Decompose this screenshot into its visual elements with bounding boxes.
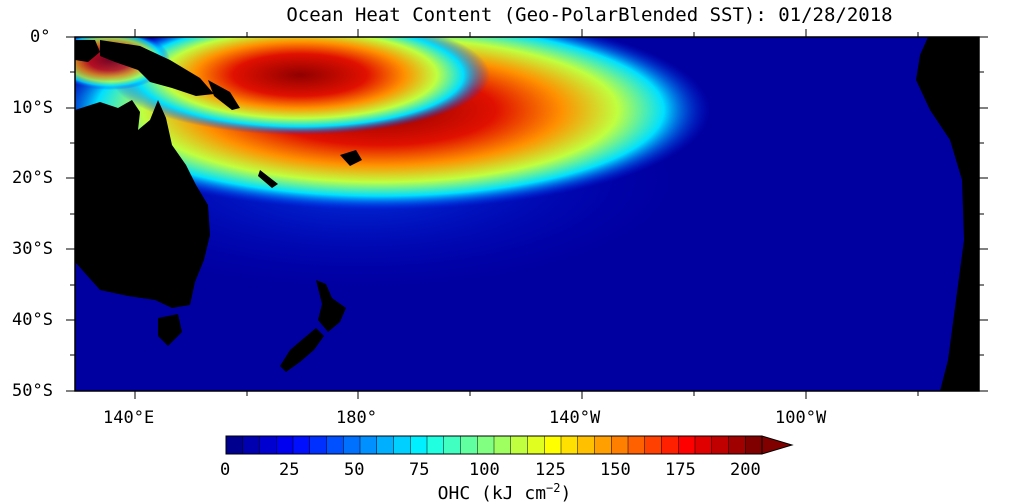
colorbar-swatch xyxy=(226,436,244,454)
colorbar-swatch xyxy=(460,436,478,454)
colorbar-swatch xyxy=(427,436,445,454)
colorbar-swatch xyxy=(611,436,629,454)
new-zealand-north-land xyxy=(316,280,346,332)
lon-label-100w: 100°W xyxy=(775,408,827,428)
colorbar-tick-50: 50 xyxy=(344,460,365,480)
lon-ticks xyxy=(134,29,919,399)
colorbar-swatch xyxy=(628,436,646,454)
lat-label-0: 0° xyxy=(30,27,51,47)
colorbar-tick-75: 75 xyxy=(409,460,430,480)
colorbar-swatch xyxy=(309,436,327,454)
colorbar-swatch xyxy=(326,436,344,454)
lat-label-40s: 40°S xyxy=(12,310,53,330)
colorbar-swatch xyxy=(293,436,311,454)
colorbar-swatch xyxy=(276,436,294,454)
lon-label-180: 180° xyxy=(336,408,377,428)
colorbar-swatch xyxy=(594,436,612,454)
ocean-heat-anomaly-core xyxy=(110,37,490,135)
lat-ticks xyxy=(66,36,988,392)
australia-land xyxy=(75,100,210,308)
fiji-land xyxy=(340,150,362,166)
colorbar-swatch xyxy=(510,436,528,454)
new-caledonia-land xyxy=(258,170,278,188)
colorbar-swatch xyxy=(494,436,512,454)
colorbar-swatch xyxy=(443,436,461,454)
colorbar-swatch xyxy=(577,436,595,454)
new-zealand-south-land xyxy=(280,328,324,372)
lat-label-20s: 20°S xyxy=(12,168,53,188)
colorbar-swatch xyxy=(561,436,579,454)
map-area xyxy=(75,37,979,391)
colorbar-swatch xyxy=(695,436,713,454)
colorbar-tick-175: 175 xyxy=(665,460,696,480)
colorbar-swatch xyxy=(242,436,260,454)
colorbar-swatch xyxy=(393,436,411,454)
colorbar-swatch xyxy=(376,436,394,454)
colorbar-label-text: OHC (kJ cm xyxy=(437,483,547,504)
colorbar-swatch xyxy=(360,436,378,454)
colorbar-swatch xyxy=(343,436,361,454)
colorbar-tick-150: 150 xyxy=(600,460,631,480)
tasmania-land xyxy=(158,314,182,346)
colorbar-tick-100: 100 xyxy=(469,460,500,480)
lat-label-10s: 10°S xyxy=(12,98,53,118)
colorbar-swatch xyxy=(410,436,428,454)
colorbar-swatch xyxy=(678,436,696,454)
colorbar-swatch xyxy=(527,436,545,454)
colorbar-swatch xyxy=(477,436,495,454)
solomon-islands-land xyxy=(208,80,240,110)
lat-label-50s: 50°S xyxy=(12,381,53,401)
colorbar-label-close: ) xyxy=(560,483,572,504)
lat-label-30s: 30°S xyxy=(12,239,53,259)
map-title: Ocean Heat Content (Geo-PolarBlended SST… xyxy=(286,4,893,26)
colorbar-swatch xyxy=(711,436,729,454)
colorbar-extend-arrow xyxy=(761,435,794,455)
colorbar-tick-25: 25 xyxy=(279,460,300,480)
colorbar-tick-0: 0 xyxy=(220,460,231,480)
colorbar xyxy=(225,435,763,455)
colorbar-swatch xyxy=(544,436,562,454)
lon-label-140e: 140°E xyxy=(103,408,155,428)
colorbar-swatch xyxy=(661,436,679,454)
colorbar-tick-200: 200 xyxy=(730,460,761,480)
new-guinea-land xyxy=(100,40,214,96)
colorbar-swatch xyxy=(259,436,277,454)
colorbar-label: OHC (kJ cm−2) xyxy=(0,481,1009,504)
colorbar-tick-125: 125 xyxy=(535,460,566,480)
colorbar-label-exponent: −2 xyxy=(546,481,561,495)
indonesia-land xyxy=(75,40,100,62)
colorbar-swatch xyxy=(745,436,763,454)
colorbar-swatch xyxy=(728,436,746,454)
colorbar-swatch xyxy=(644,436,662,454)
south-america-land xyxy=(916,37,979,391)
lon-label-140w: 140°W xyxy=(549,408,601,428)
